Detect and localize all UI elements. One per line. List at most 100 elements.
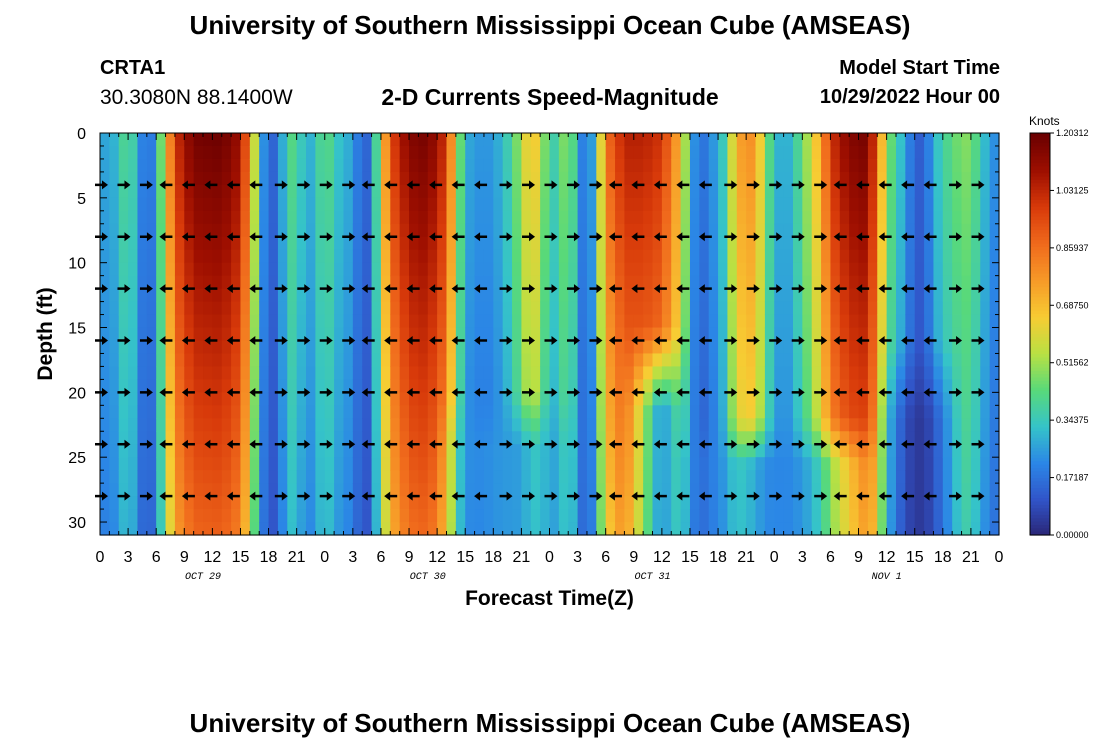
colorbar-segment (1030, 216, 1050, 221)
heatmap-cell (839, 262, 850, 277)
heatmap-cell (895, 262, 906, 277)
heatmap-cell (952, 184, 963, 199)
current-arrow-head (956, 335, 963, 345)
current-arrow-head (506, 180, 513, 190)
heatmap-cell (118, 145, 129, 160)
heatmap-cell (774, 522, 785, 536)
colorbar-segment (1030, 196, 1050, 201)
heatmap-cell (952, 340, 963, 355)
heatmap-cell (203, 288, 213, 303)
heatmap-cell (905, 483, 916, 497)
current-arrow-head (878, 439, 885, 449)
current-arrow-head (429, 387, 436, 397)
heatmap-cell (961, 366, 972, 380)
heatmap-cell (399, 366, 410, 380)
heatmap-cell (165, 236, 176, 251)
heatmap-cell (924, 353, 935, 368)
heatmap-cell (259, 431, 270, 445)
heatmap-cell (961, 314, 972, 329)
heatmap-cell (652, 197, 663, 212)
heatmap-cell (287, 145, 298, 160)
current-arrow (878, 180, 892, 190)
heatmap-cell (446, 158, 457, 173)
heatmap-cell (268, 392, 279, 406)
heatmap-cell (418, 405, 429, 419)
heatmap-cell (380, 314, 391, 329)
current-arrow (384, 232, 398, 242)
current-arrow-head (833, 335, 840, 345)
heatmap-cell (980, 340, 991, 355)
heatmap-cell (324, 249, 335, 264)
current-arrow (676, 335, 690, 345)
heatmap-cell (146, 314, 157, 329)
current-arrow-head (506, 232, 513, 242)
heatmap-cell (343, 496, 354, 510)
heatmap-cell (586, 444, 597, 458)
heatmap-cell (540, 509, 551, 523)
heatmap-cell (624, 470, 635, 484)
colorbar-segment (1030, 270, 1050, 275)
current-arrow-head (676, 335, 683, 345)
current-arrow-head (956, 491, 963, 501)
heatmap-cell (736, 483, 747, 497)
heatmap-cell (558, 405, 569, 419)
heatmap-cell (324, 145, 335, 160)
heatmap-cell (849, 470, 860, 484)
heatmap-cell (409, 133, 419, 147)
heatmap-cell (249, 171, 260, 186)
heatmap-cell (455, 249, 466, 264)
heatmap-cell (895, 236, 906, 251)
heatmap-cell (530, 288, 541, 303)
heatmap-cell (465, 145, 476, 160)
heatmap-cell (193, 133, 204, 147)
heatmap-cell (212, 236, 223, 251)
colorbar-segment (1030, 283, 1050, 288)
heatmap-cell (184, 288, 195, 303)
heatmap-cell (146, 392, 157, 406)
heatmap-cell (418, 275, 429, 290)
heatmap-cell (502, 444, 513, 458)
heatmap-cell (877, 483, 888, 497)
heatmap-cell (577, 133, 588, 147)
heatmap-cell (699, 197, 710, 212)
colorbar-segment (1030, 370, 1050, 375)
current-arrow-head (146, 439, 153, 449)
colorbar-segment (1030, 210, 1050, 214)
heatmap-cell (802, 301, 813, 316)
heatmap-cell (867, 418, 878, 432)
heatmap-cell (736, 223, 747, 238)
heatmap-cell (437, 171, 448, 186)
heatmap-cell (877, 522, 888, 536)
heatmap-cell (427, 379, 438, 393)
heatmap-cell (362, 366, 373, 380)
heatmap-cell (240, 171, 251, 186)
x-tick-label: 21 (513, 549, 531, 566)
heatmap-cell (343, 470, 354, 484)
heatmap-cell (586, 522, 597, 536)
heatmap-cell (240, 431, 251, 445)
heatmap-cell (905, 158, 916, 173)
current-arrow (856, 387, 870, 397)
heatmap-cell (905, 327, 916, 342)
heatmap-cell (615, 301, 626, 316)
colorbar-segment (1030, 514, 1050, 519)
heatmap-cell (699, 171, 710, 186)
heatmap-cell (727, 470, 738, 484)
current-arrow-head (608, 335, 615, 345)
heatmap-cell (849, 133, 860, 147)
heatmap-cell (334, 184, 345, 199)
heatmap-cell (287, 496, 298, 510)
heatmap-cell (596, 418, 607, 432)
heatmap-cell (886, 262, 897, 277)
heatmap-cell (118, 405, 129, 419)
heatmap-cell (399, 522, 410, 536)
heatmap-cell (390, 314, 401, 329)
current-arrow (117, 439, 131, 449)
heatmap-cell (212, 262, 223, 277)
current-arrow-head (573, 180, 580, 190)
heatmap-cell (549, 158, 560, 173)
heatmap-cell (203, 262, 213, 277)
heatmap-cell (596, 314, 607, 329)
heatmap-cell (306, 405, 316, 419)
heatmap-cell (306, 353, 316, 368)
